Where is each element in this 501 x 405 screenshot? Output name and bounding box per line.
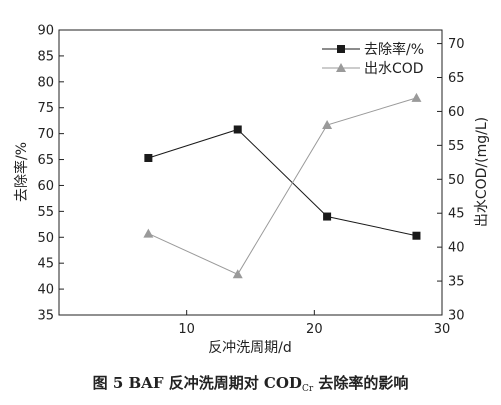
left-axis-ticks: 35 40 45 50 55 60 65 70 75 80 85 90 <box>37 24 64 324</box>
left-tick-label: 75 <box>37 101 54 116</box>
legend-entry-removal-rate: 去除率/% <box>364 41 424 58</box>
right-tick-label: 65 <box>448 71 465 86</box>
left-tick-label: 60 <box>37 179 54 194</box>
data-point-square <box>412 231 421 240</box>
data-point-square <box>144 153 153 162</box>
left-tick-label: 65 <box>37 153 54 168</box>
left-tick-label: 45 <box>37 257 54 272</box>
data-point-triangle <box>143 228 154 238</box>
left-tick-label: 55 <box>37 205 54 220</box>
right-axis-ticks: 30 35 40 45 50 55 60 65 70 <box>437 37 465 324</box>
legend: 去除率/% 出水COD <box>322 41 424 77</box>
caption-prefix: 图 5 BAF 反冲洗周期对 COD <box>92 374 302 392</box>
left-tick-label: 40 <box>37 283 54 298</box>
x-tick-label: 20 <box>306 322 323 337</box>
left-tick-label: 80 <box>37 75 54 90</box>
data-point-square <box>233 125 242 134</box>
left-tick-label: 85 <box>37 49 54 64</box>
data-point-triangle <box>411 92 422 102</box>
right-tick-label: 60 <box>448 105 465 120</box>
right-tick-label: 40 <box>448 241 465 256</box>
x-axis-title: 反冲洗周期/d <box>208 340 292 356</box>
right-tick-label: 45 <box>448 207 465 222</box>
data-point-triangle <box>232 269 243 279</box>
right-tick-label: 50 <box>448 173 465 188</box>
right-tick-label: 70 <box>448 37 465 52</box>
x-tick-label: 10 <box>178 322 195 337</box>
data-point-square <box>323 212 332 221</box>
plot-frame <box>58 29 443 316</box>
legend-marker-triangle <box>336 63 346 72</box>
x-axis-ticks: 10 20 30 <box>178 310 450 337</box>
legend-entry-effluent-cod: 出水COD <box>364 61 424 77</box>
caption-suffix: 去除率的影响 <box>313 374 409 392</box>
legend-marker-square <box>337 45 345 53</box>
x-tick-label: 30 <box>434 322 451 337</box>
left-tick-label: 35 <box>37 309 54 324</box>
chart: 35 40 45 50 55 60 65 70 75 80 85 90 30 35 40 45 50 55 60 6… <box>13 24 490 357</box>
left-tick-label: 50 <box>37 231 54 246</box>
series-line-1 <box>148 97 417 275</box>
right-tick-label: 55 <box>448 139 465 154</box>
left-tick-label: 70 <box>37 127 54 142</box>
right-tick-label: 35 <box>448 275 465 290</box>
left-axis-title: 去除率/% <box>13 142 30 202</box>
series-line-0 <box>148 128 417 237</box>
series-layer <box>143 92 422 279</box>
right-axis-title: 出水COD/(mg/L) <box>474 117 490 227</box>
data-point-triangle <box>322 120 333 129</box>
caption-subscript: Cr <box>301 384 314 394</box>
right-tick-label: 30 <box>448 309 465 324</box>
figure-caption: 图 5 BAF 反冲洗周期对 CODCr 去除率的影响 <box>0 372 501 394</box>
left-tick-label: 90 <box>37 24 54 39</box>
